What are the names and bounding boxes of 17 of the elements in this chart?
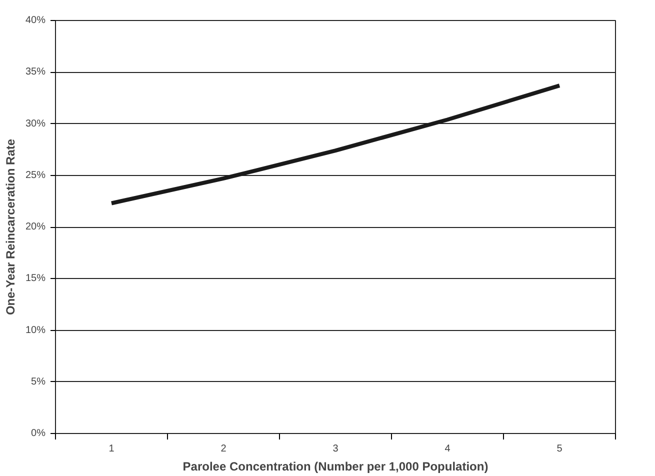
x-tick-label: 2	[220, 444, 227, 454]
y-axis-title: One-Year Reincarceration Rate	[3, 138, 18, 316]
x-tick-label: 5	[556, 444, 563, 454]
y-tick-label: 5%	[31, 376, 46, 388]
x-axis-title: Parolee Concentration (Number per 1,000 Population)	[182, 460, 488, 474]
line-series	[110, 84, 562, 206]
y-tick-label: 10%	[25, 324, 46, 336]
x-tick-label: 1	[108, 444, 115, 454]
y-tick-label: 40%	[25, 15, 46, 26]
y-tick-label: 0%	[31, 428, 46, 439]
y-tick-label: 25%	[25, 170, 46, 181]
y-tick-label: 35%	[25, 66, 46, 78]
x-tick-label: 4	[444, 444, 451, 454]
y-tick-label: 30%	[25, 118, 46, 130]
y-tick-label: 15%	[25, 273, 46, 284]
x-tick-label: 3	[332, 444, 339, 454]
y-tick-label: 20%	[25, 222, 46, 232]
